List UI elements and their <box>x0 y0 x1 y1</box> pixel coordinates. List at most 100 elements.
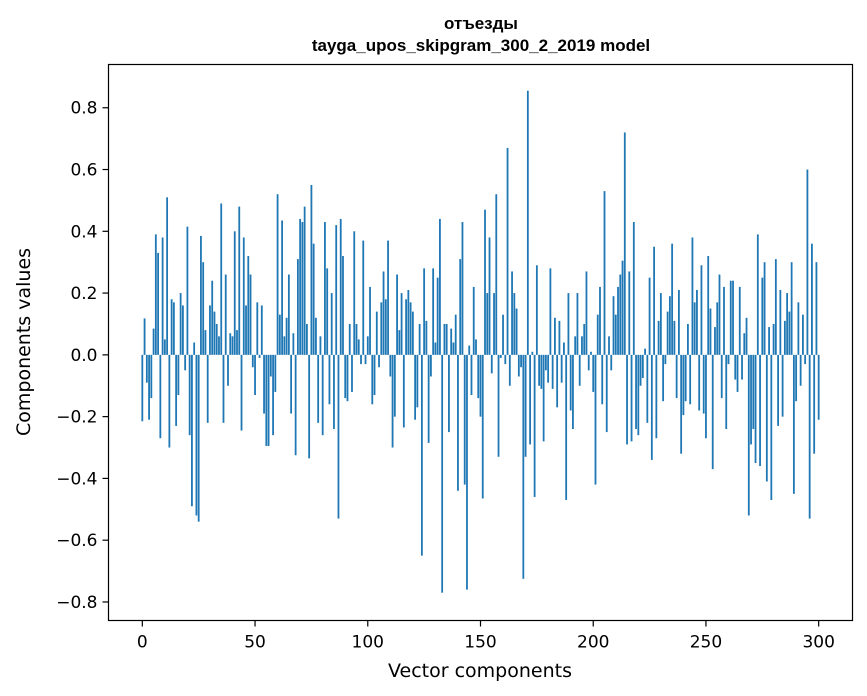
bar <box>364 354 367 365</box>
bar <box>750 354 752 445</box>
bar <box>556 354 559 408</box>
bar <box>168 354 171 448</box>
x-tick-label: 100 <box>352 633 384 653</box>
bar <box>743 333 746 355</box>
bar <box>177 354 180 396</box>
bar <box>193 342 196 355</box>
bar <box>781 354 784 417</box>
bar <box>150 354 153 399</box>
bar <box>662 354 665 402</box>
x-axis-label: Vector components <box>388 660 572 682</box>
bar <box>725 354 728 429</box>
bar <box>398 330 401 355</box>
bar <box>454 314 457 355</box>
bar <box>675 354 678 399</box>
bar <box>443 323 446 355</box>
bar <box>170 299 173 355</box>
bar <box>668 296 671 355</box>
bar <box>355 323 358 355</box>
bar <box>626 354 628 445</box>
bar <box>448 354 450 433</box>
bar <box>378 354 380 368</box>
bar <box>306 323 308 355</box>
bar <box>200 235 202 355</box>
bar <box>572 354 574 429</box>
bar <box>204 330 207 355</box>
bar-series <box>141 90 820 593</box>
bar <box>736 354 739 392</box>
bar <box>159 354 162 439</box>
bar <box>619 274 622 355</box>
bar <box>157 252 159 355</box>
bar <box>477 354 480 399</box>
bar <box>315 317 317 355</box>
bar <box>754 354 757 463</box>
bar <box>274 354 277 392</box>
bar <box>650 354 653 460</box>
bar <box>664 354 667 365</box>
bar <box>655 354 658 439</box>
bar <box>808 354 811 519</box>
bar <box>563 342 565 355</box>
bar <box>384 299 387 355</box>
bar <box>520 354 522 368</box>
x-tick-label: 0 <box>137 633 148 653</box>
bar <box>605 354 608 433</box>
bar <box>795 354 798 402</box>
bar <box>240 354 243 431</box>
bar <box>666 311 669 355</box>
bar <box>558 320 561 355</box>
bar <box>797 302 800 355</box>
bar <box>148 354 150 420</box>
bar <box>427 354 430 443</box>
bar <box>346 354 349 402</box>
bar <box>768 327 770 355</box>
bar <box>522 354 525 579</box>
bar <box>763 262 766 355</box>
bar <box>671 243 674 355</box>
bar <box>206 354 209 423</box>
bar <box>321 354 324 436</box>
bar <box>596 314 599 355</box>
bar <box>707 256 710 355</box>
bar <box>630 354 633 442</box>
bar <box>202 262 205 355</box>
bar <box>344 354 347 399</box>
y-tick-label: 0.6 <box>70 161 97 181</box>
bar <box>405 299 407 355</box>
bar <box>353 231 356 355</box>
bar <box>610 354 613 371</box>
bar <box>783 320 786 355</box>
y-tick-label: 0.0 <box>70 346 97 366</box>
bar <box>256 302 259 355</box>
bar <box>714 327 716 355</box>
bar <box>402 354 405 428</box>
bar <box>272 354 274 436</box>
bar <box>486 293 489 355</box>
bar <box>759 354 761 467</box>
bar <box>612 296 615 355</box>
bar <box>741 354 743 380</box>
bar <box>792 354 795 494</box>
bar <box>411 311 414 355</box>
bar <box>430 354 432 377</box>
bar <box>152 328 155 355</box>
bar <box>799 354 802 386</box>
bar <box>324 222 326 355</box>
bar <box>678 289 680 355</box>
bar <box>603 191 606 355</box>
bar <box>594 354 597 485</box>
bar <box>375 311 378 355</box>
bar <box>333 354 335 429</box>
bar <box>191 354 193 507</box>
bar <box>260 305 263 355</box>
bar <box>227 354 229 386</box>
bar <box>179 293 182 355</box>
bar <box>425 320 428 355</box>
bar <box>684 354 687 402</box>
y-tick-label: 0.8 <box>70 99 97 119</box>
bar <box>614 314 617 355</box>
bar <box>249 274 252 355</box>
bar <box>756 234 759 355</box>
